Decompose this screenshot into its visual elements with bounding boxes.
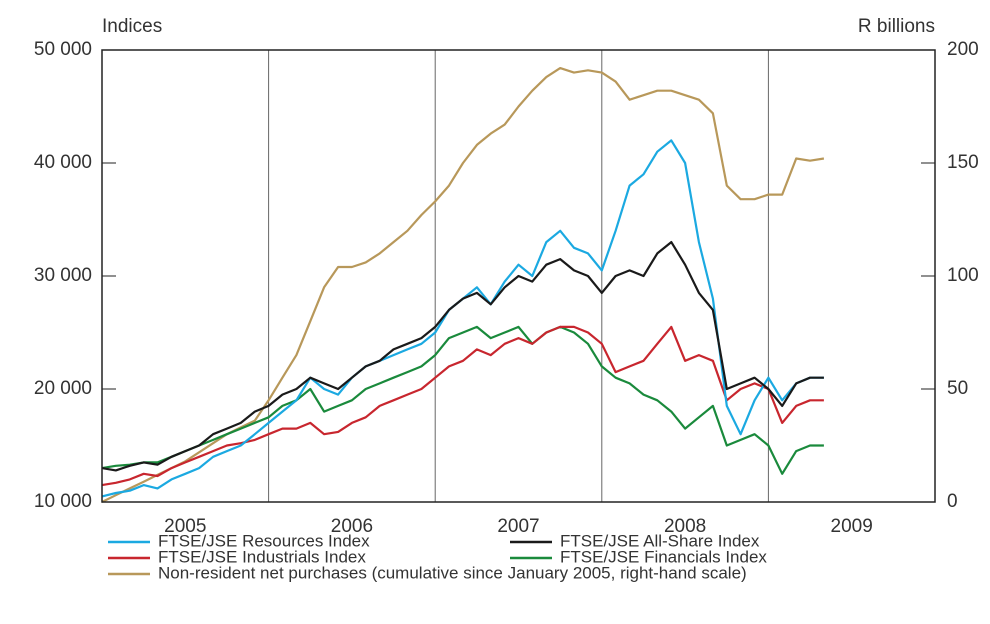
y-tick-label: 10 000 <box>34 491 92 512</box>
series-line <box>101 139 824 498</box>
x-tick-label: 2008 <box>664 516 706 537</box>
y2-tick-label: 50 <box>947 378 968 399</box>
x-tick-label: 2009 <box>831 516 873 537</box>
y2-tick-label: 100 <box>947 265 979 286</box>
series-line <box>101 325 824 475</box>
legend-label: FTSE/JSE All-Share Index <box>560 531 760 550</box>
plot-frame <box>101 49 936 503</box>
y-tick-label: 30 000 <box>34 265 92 286</box>
legend-label: FTSE/JSE Industrials Index <box>158 547 366 566</box>
legend-label: FTSE/JSE Financials Index <box>560 547 767 566</box>
x-tick-label: 2005 <box>164 516 206 537</box>
series-line <box>101 325 824 487</box>
y-tick-label: 20 000 <box>34 378 92 399</box>
legend-label: FTSE/JSE Resources Index <box>158 531 370 550</box>
x-tick-label: 2006 <box>331 516 373 537</box>
y-axis-label: Indices <box>102 16 162 37</box>
y2-tick-label: 150 <box>947 152 979 173</box>
series-line <box>101 241 824 472</box>
x-tick-label: 2007 <box>497 516 539 537</box>
y2-axis-label: R billions <box>858 16 935 37</box>
y2-tick-label: 200 <box>947 39 979 60</box>
y-tick-label: 40 000 <box>34 152 92 173</box>
legend-label: Non-resident net purchases (cumulative s… <box>158 563 747 582</box>
y-tick-label: 50 000 <box>34 39 92 60</box>
y2-tick-label: 0 <box>947 491 958 512</box>
